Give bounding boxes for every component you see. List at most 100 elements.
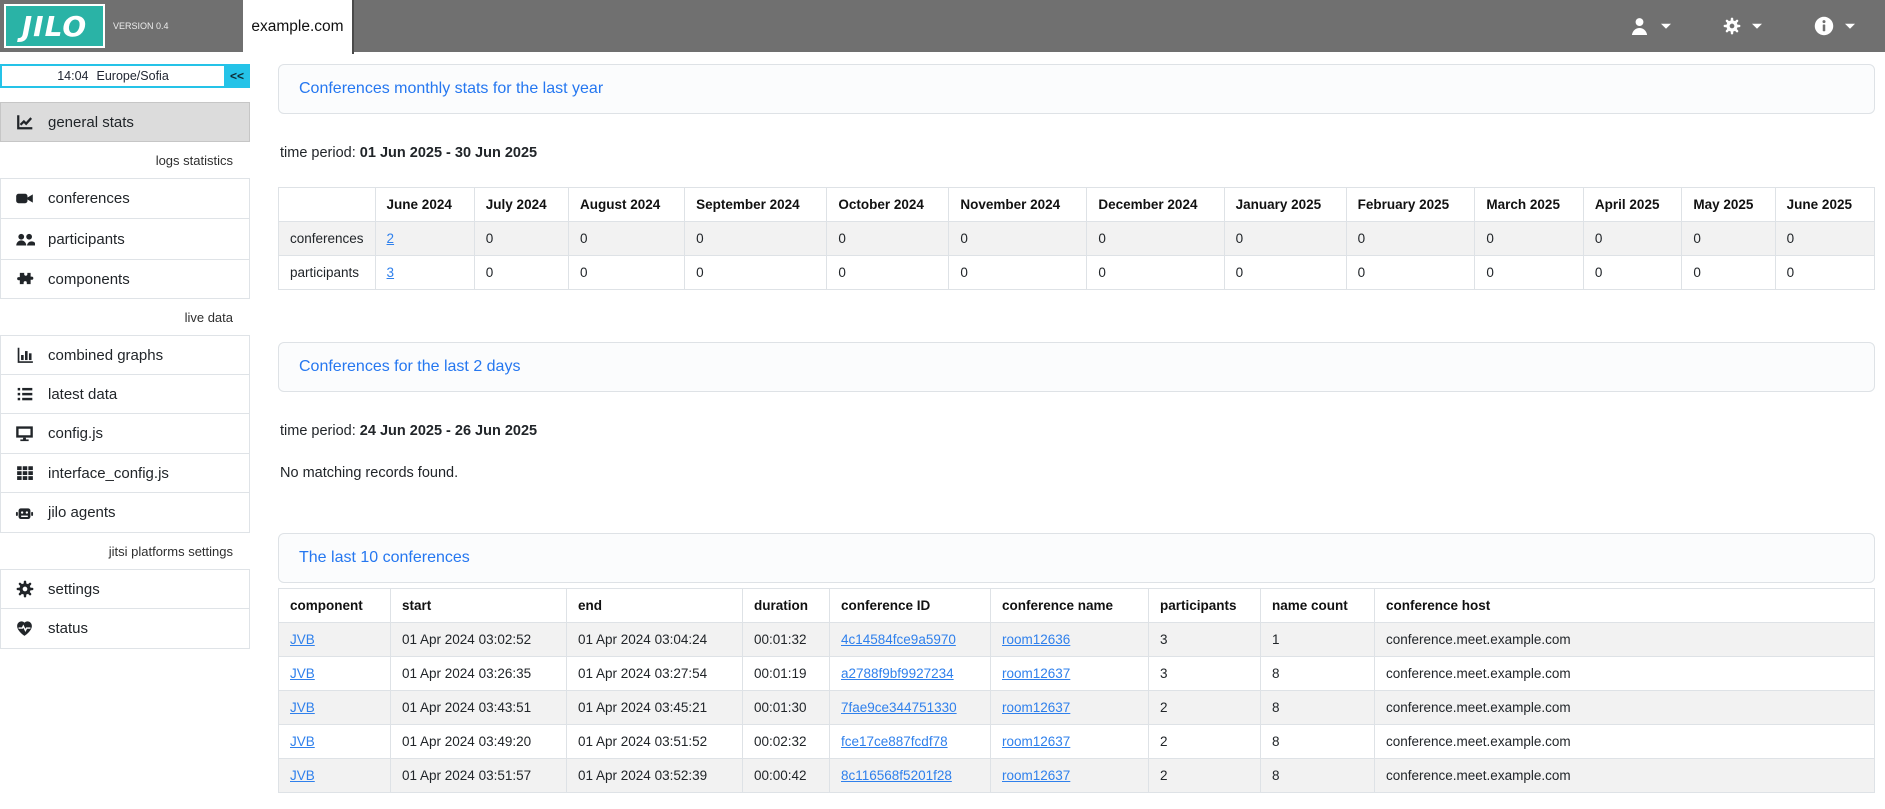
table-cell: conference.meet.example.com [1375, 623, 1875, 657]
sidebar-item-label: config.js [48, 425, 103, 442]
table-cell: room12636 [991, 623, 1149, 657]
column-header: May 2025 [1682, 188, 1775, 222]
sidebar-item-label: jilo agents [48, 504, 116, 521]
table-cell: 8 [1261, 691, 1375, 725]
sidebar-item-latest-data[interactable]: latest data [0, 374, 250, 414]
column-header: start [391, 589, 567, 623]
caret-down-icon [1752, 23, 1762, 30]
table-link[interactable]: 3 [387, 265, 395, 280]
gear-icon [14, 580, 35, 598]
table-cell: 0 [474, 222, 568, 256]
table-link[interactable]: JVB [290, 734, 315, 749]
clock-time: 14:04 [57, 69, 88, 83]
topbar-menus [1629, 16, 1885, 37]
table-link[interactable]: room12637 [1002, 666, 1070, 681]
sidebar-item-general-stats[interactable]: general stats [0, 102, 250, 142]
settings-menu[interactable] [1723, 17, 1762, 35]
table-cell: a2788f9bf9927234 [830, 657, 991, 691]
card-title-text: Conferences monthly stats for the last y… [299, 80, 603, 97]
column-header: February 2025 [1346, 188, 1475, 222]
column-header: June 2024 [375, 188, 474, 222]
table-cell: 0 [1775, 222, 1874, 256]
user-menu[interactable] [1629, 16, 1671, 37]
sidebar-item-label: interface_config.js [48, 465, 169, 482]
table-cell: fce17ce887fcdf78 [830, 725, 991, 759]
table-cell: 0 [1583, 222, 1681, 256]
table-cell: conference.meet.example.com [1375, 725, 1875, 759]
sidebar: 14:04 Europe/Sofia << general statslogs … [0, 52, 250, 809]
card-title-monthly-stats[interactable]: Conferences monthly stats for the last y… [278, 64, 1875, 114]
sidebar-item-config-js[interactable]: config.js [0, 413, 250, 454]
table-cell: conferences [279, 222, 376, 256]
top-bar: JILO VERSION 0.4 example.com [0, 0, 1885, 52]
table-cell: 01 Apr 2024 03:51:57 [391, 759, 567, 793]
table-cell: 0 [568, 222, 684, 256]
sidebar-item-combined-graphs[interactable]: combined graphs [0, 335, 250, 375]
table-cell: room12637 [991, 657, 1149, 691]
table-link[interactable]: fce17ce887fcdf78 [841, 734, 948, 749]
table-cell: 8 [1261, 657, 1375, 691]
table-cell: room12637 [991, 691, 1149, 725]
table-link[interactable]: JVB [290, 768, 315, 783]
table-cell: 2 [375, 222, 474, 256]
table-link[interactable]: JVB [290, 666, 315, 681]
table-cell: 4c14584fce9a5970 [830, 623, 991, 657]
table-cell: 01 Apr 2024 03:51:52 [567, 725, 743, 759]
version-label: VERSION 0.4 [113, 21, 183, 31]
card-title-last-2-days[interactable]: Conferences for the last 2 days [278, 342, 1875, 392]
chart-column-icon [14, 346, 35, 364]
sidebar-section-header: jitsi platforms settings [0, 533, 250, 569]
table-row: JVB01 Apr 2024 03:26:3501 Apr 2024 03:27… [279, 657, 1875, 691]
clock-timezone: Europe/Sofia [97, 69, 169, 83]
table-cell: room12637 [991, 759, 1149, 793]
table-row: JVB01 Apr 2024 03:51:5701 Apr 2024 03:52… [279, 759, 1875, 793]
card-title-last-10-conferences[interactable]: The last 10 conferences [278, 533, 1875, 583]
table-cell: 2 [1149, 725, 1261, 759]
app-logo[interactable]: JILO [4, 4, 105, 48]
sidebar-item-interface-config-js[interactable]: interface_config.js [0, 453, 250, 493]
column-header: participants [1149, 589, 1261, 623]
table-link[interactable]: room12637 [1002, 768, 1070, 783]
table-link[interactable]: JVB [290, 700, 315, 715]
sidebar-collapse-button[interactable]: << [224, 64, 250, 88]
table-link[interactable]: 2 [387, 231, 395, 246]
list-icon [14, 385, 35, 403]
info-menu[interactable] [1814, 16, 1855, 36]
video-icon [14, 189, 35, 208]
sidebar-item-settings[interactable]: settings [0, 569, 250, 609]
sidebar-item-components[interactable]: components [0, 259, 250, 299]
sidebar-item-participants[interactable]: participants [0, 218, 250, 260]
table-row: JVB01 Apr 2024 03:49:2001 Apr 2024 03:51… [279, 725, 1875, 759]
main-content: Conferences monthly stats for the last y… [250, 52, 1885, 809]
column-header: April 2025 [1583, 188, 1681, 222]
sidebar-item-conferences[interactable]: conferences [0, 178, 250, 219]
table-cell: 0 [685, 222, 827, 256]
table-cell: 3 [1149, 623, 1261, 657]
table-cell: JVB [279, 691, 391, 725]
sidebar-item-status[interactable]: status [0, 608, 250, 649]
users-icon [14, 229, 35, 249]
table-cell: 0 [474, 256, 568, 290]
table-link[interactable]: 7fae9ce344751330 [841, 700, 957, 715]
time-period-label: time period: [280, 423, 356, 439]
table-link[interactable]: room12636 [1002, 632, 1070, 647]
column-header: name count [1261, 589, 1375, 623]
table-link[interactable]: 8c116568f5201f28 [841, 768, 952, 783]
table-link[interactable]: room12637 [1002, 700, 1070, 715]
table-cell: 01 Apr 2024 03:26:35 [391, 657, 567, 691]
time-period-value: 01 Jun 2025 - 30 Jun 2025 [360, 145, 537, 161]
table-cell: 2 [1149, 691, 1261, 725]
table-link[interactable]: room12637 [1002, 734, 1070, 749]
table-link[interactable]: 4c14584fce9a5970 [841, 632, 956, 647]
card-title-text: Conferences for the last 2 days [299, 358, 520, 375]
monthly-stats-table: June 2024July 2024August 2024September 2… [278, 187, 1875, 290]
table-cell: 0 [827, 256, 949, 290]
table-cell: 00:01:32 [743, 623, 830, 657]
sidebar-item-jilo-agents[interactable]: jilo agents [0, 492, 250, 533]
table-link[interactable]: JVB [290, 632, 315, 647]
table-cell: 0 [1475, 222, 1584, 256]
column-header: January 2025 [1224, 188, 1346, 222]
platform-tab-example-com[interactable]: example.com [243, 0, 354, 54]
last2days-time-period: time period: 24 Jun 2025 - 26 Jun 2025 [280, 423, 1875, 439]
table-link[interactable]: a2788f9bf9927234 [841, 666, 954, 681]
